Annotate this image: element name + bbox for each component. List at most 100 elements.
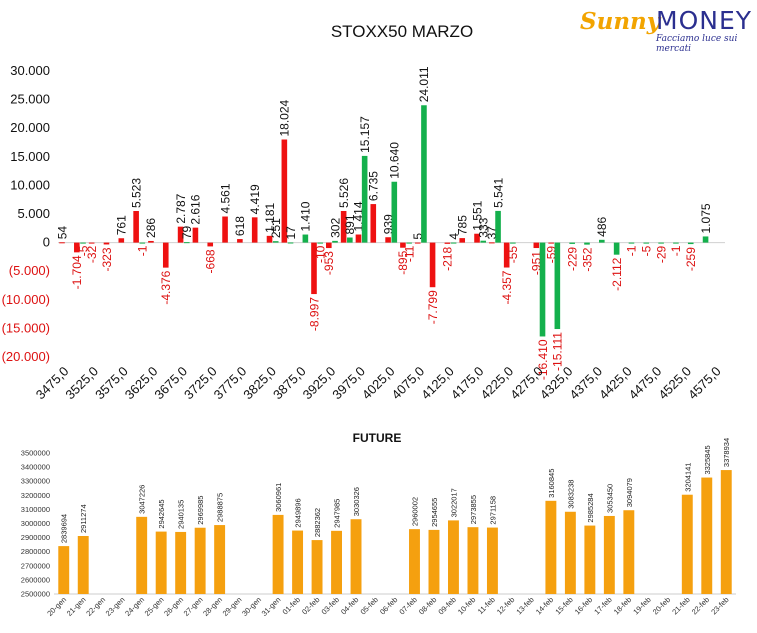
future-bar-label-14-feb: 3160845 (547, 469, 556, 498)
future-bar-22-feb (701, 477, 713, 594)
future-x-tick-label: 09-feb (436, 595, 457, 616)
future-x-tick-label: 27-gen (182, 595, 205, 618)
future-x-tick-label: 19-feb (631, 595, 652, 616)
red-bar-3575 (118, 238, 125, 243)
green-bar-label-4550: 1.075 (699, 203, 713, 233)
future-bar-label-21-feb: 3204141 (683, 463, 692, 492)
future-bar-08-feb (428, 529, 440, 594)
future-bar-26-gen (175, 531, 187, 594)
future-bar-label-17-feb: 3053450 (605, 484, 614, 513)
x-tick-label: 4575,0 (685, 364, 724, 403)
red-bar-3950 (340, 210, 347, 243)
future-x-tick-label: 21-gen (65, 595, 88, 618)
red-bar-label-3625: 286 (144, 218, 158, 238)
green-bar-4550 (702, 236, 709, 243)
green-bar-4450 (643, 242, 650, 244)
red-bar-label-3850: 18.024 (278, 99, 292, 136)
top-chart: (20.000) (15.000) (10.000) (5.000) 0 5.000 10.… (2, 63, 725, 402)
green-bar-label-4475: -29 (654, 245, 668, 263)
green-bar-label-4350: -352 (580, 247, 594, 271)
x-tick-label: 3825,0 (240, 364, 279, 403)
logo-tagline: Facciamo luce sui mercati (656, 34, 738, 54)
green-bar-4350 (584, 242, 590, 245)
green-bar-label-4375: 486 (595, 216, 609, 236)
future-chart-title: FUTURE (353, 431, 402, 445)
future-bar-21-feb (681, 494, 693, 594)
green-bar-label-3825: 251 (269, 218, 283, 238)
future-bar-label-28-gen: 2988875 (216, 493, 225, 522)
future-bar-label-23-feb: 3378934 (722, 438, 731, 467)
red-bar-label-3650: -4.376 (159, 270, 173, 304)
future-x-tick-label: 29-gen (221, 595, 244, 618)
future-bar-09-feb (448, 520, 459, 594)
red-bar-3550 (103, 242, 110, 245)
red-bar-3850 (281, 139, 288, 243)
red-bar-label-3900: -8.997 (307, 297, 321, 331)
green-bar-label-4050: -11 (402, 245, 416, 262)
x-tick-label: 4425,0 (596, 364, 635, 403)
x-tick-label: 4525,0 (655, 364, 694, 403)
red-bar-label-3825: 1.181 (263, 202, 277, 232)
future-bar-label-09-feb: 3022017 (449, 488, 458, 517)
green-bar-label-3950: 891 (343, 214, 357, 234)
future-y-tick-label: 2800000 (21, 547, 50, 556)
future-bar-label-10-feb: 2973855 (469, 495, 478, 524)
future-bar-label-03-feb: 2947985 (333, 499, 342, 528)
future-bar-14-feb (545, 500, 557, 594)
green-bar-label-3675: 79 (180, 225, 194, 239)
green-bar-4500 (673, 242, 679, 244)
future-x-tick-label: 21-feb (670, 595, 691, 616)
green-bar-3900 (317, 242, 323, 244)
future-bar-label-24-gen: 3047226 (138, 485, 147, 514)
y-tick-label: 20.000 (10, 120, 50, 135)
future-x-tick-label: 23-gen (104, 595, 127, 618)
future-bar-21-gen (77, 536, 89, 594)
red-bar-3925 (326, 242, 332, 249)
y-tick-label: 10.000 (10, 177, 50, 192)
red-bar-label-4100: -7.799 (426, 290, 440, 324)
future-x-tick-label: 11-feb (476, 595, 497, 616)
green-bar-3950 (347, 237, 353, 243)
y-tick-label: (10.000) (2, 292, 50, 307)
y-tick-label: 15.000 (10, 149, 50, 164)
green-bar-4375 (599, 239, 605, 243)
red-bar-3625 (148, 240, 154, 243)
future-bar-03-feb (331, 530, 342, 594)
red-bar-label-4050: -895 (396, 250, 410, 274)
green-bar-label-3875: 1.410 (299, 201, 313, 231)
red-bar-4300 (548, 242, 554, 244)
future-bar-label-25-gen: 2942645 (157, 499, 166, 528)
red-bar-3475 (59, 242, 65, 244)
red-bar-4200 (489, 242, 495, 244)
top-chart-title: STOXX50 MARZO (331, 22, 473, 41)
future-x-tick-label: 14-feb (534, 595, 555, 616)
future-x-tick-label: 03-feb (320, 595, 341, 616)
red-bar-label-3750: 4.561 (218, 183, 232, 213)
red-bar-label-3525: -32 (85, 245, 99, 263)
red-bar-label-3575: 761 (115, 215, 129, 235)
future-bar-16-feb (584, 525, 596, 594)
future-x-tick-label: 23-feb (709, 595, 730, 616)
red-bar-label-3800: 4.419 (248, 184, 262, 214)
red-bar-3800 (251, 217, 258, 243)
red-bar-label-3475: 54 (55, 226, 69, 240)
x-tick-label: 3875,0 (270, 364, 309, 403)
future-y-tick-label: 3400000 (21, 463, 50, 472)
red-bar-label-3600: 5.523 (129, 178, 143, 208)
future-bar-label-08-feb: 2954655 (430, 498, 439, 527)
green-bar-label-4300: -15.111 (551, 332, 565, 371)
red-bar-3975 (355, 234, 362, 243)
red-bar-4275 (533, 242, 540, 249)
future-x-tick-label: 22-feb (690, 595, 711, 616)
x-tick-label: 3575,0 (92, 364, 131, 403)
future-x-tick-label: 02-feb (300, 595, 321, 616)
x-tick-label: 4475,0 (626, 364, 665, 403)
x-tick-label: 3525,0 (62, 364, 101, 403)
green-bar-label-4450: -5 (640, 245, 654, 256)
green-bar-label-4400: -2.112 (610, 257, 624, 290)
future-x-tick-label: 22-gen (84, 595, 107, 618)
x-tick-label: 4025,0 (359, 364, 398, 403)
red-bar-label-3950: 5.526 (337, 178, 351, 208)
future-chart: 2500000 2600000 2700000 2800000 2900000 30000… (21, 438, 736, 618)
